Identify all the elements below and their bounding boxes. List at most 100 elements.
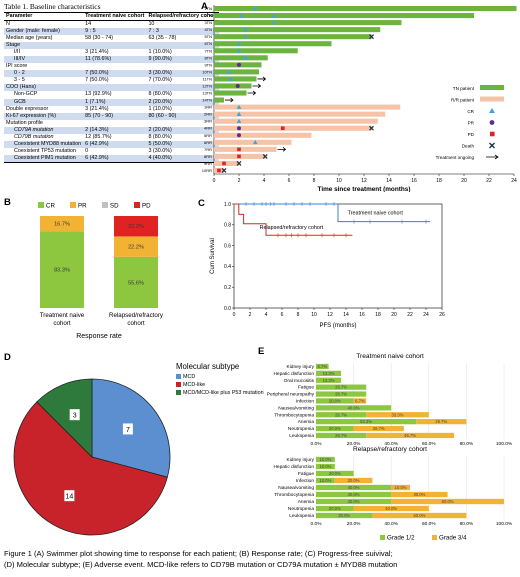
patient-bar [214,69,259,75]
row-value: 7 : 3 [146,28,220,36]
table-row: Ki-67 expression (%) 85 (70 - 90) 80 (60 -… [4,112,220,120]
stacked-bar-segment [114,216,158,237]
row-value: 9 : 5 [83,28,147,36]
grade12-bar [316,463,335,470]
row-value: 14 [85,21,92,27]
legend-swatch [176,390,181,395]
cr-marker [236,41,242,46]
row-value: 2 (20.0%) [146,98,220,106]
pr-marker [235,83,240,88]
patient-bar [214,83,252,89]
row-value: 10 [148,21,155,27]
table-row: CD79B mutation 12 (85.7%) 8 (80.0%) [4,134,219,141]
legend-death-icon [489,142,495,149]
bar-value-label: 26.7% [373,426,385,431]
row-label: GCB [4,98,84,106]
cr-marker [226,69,232,74]
cr-marker [242,55,248,60]
slice-value-box [64,490,75,502]
bar-value-label: 40.0% [385,506,397,511]
pr-marker [237,133,241,138]
legend-swatch [134,202,140,208]
grade34-bar [372,512,467,519]
row-value: 58 (30 - 74) [85,35,113,42]
x-tick-label: 40.0% [384,521,398,527]
row-label: Coexistent MYD88 mutation [4,140,84,148]
x-tick-label: 22 [407,312,413,318]
row-value: 3 (21.4%) [85,105,109,112]
legend-label: MCD-like [183,382,205,388]
grade34-bar [391,498,504,505]
grade12-bar [316,498,392,505]
table-row: Median age (years) 58 (30 - 74) 63 (35 - 7… [4,35,219,42]
table-row: IPI score [4,63,219,70]
caption-line-1: Figure 1 (A) Swimmer plot showing time t… [4,549,393,558]
x-tick-label: 22 [486,178,492,184]
pie-slice [36,378,93,458]
patient-bar [214,90,247,96]
grade12-bar [316,391,367,397]
section-title: Treatment naive cohort [356,353,424,360]
row-label: Stage [4,42,84,50]
category-label: Oral mucositis [284,378,315,384]
x-tick-label: 24 [511,178,517,184]
bar-value-label: 20.0% [329,471,341,476]
patient-label: 7TN [204,48,212,53]
ongoing-arrow [247,90,257,96]
legend-label: Death [462,143,475,148]
bar-value-label: 26.7% [335,412,347,417]
legend-label: MCD [183,374,195,380]
slice-value-label: 14 [65,494,73,501]
x-tick-label: 18 [375,312,381,318]
x-tick-label: 8 [313,178,316,184]
slice-value-box [69,409,80,421]
legend-title: Molecular subtype [176,362,239,371]
bar-value-label: 40.0% [348,492,360,497]
bar-value-label: 13.3% [323,378,335,383]
patient-label: 3RR [204,119,212,124]
table-header-row: Parameter Treatment naive cohort Relapsed/… [4,12,220,21]
bar-value-label: 10.0% [319,464,331,469]
ongoing-arrow [257,76,267,82]
grade34-bar [353,505,429,512]
legend-label: PD [468,132,475,137]
grade12-bar [316,432,367,439]
grade12-bar [316,419,417,425]
table-header-cell: Relapsed/refractory cohort [146,12,220,21]
ongoing-arrow [252,83,262,89]
table-row: III/IV 11 (78.6%) 9 (90.0%) [4,56,220,64]
patient-label: 4RR [204,126,212,131]
legend-label: PD [142,203,151,210]
row-value: 1 (7.1%) [83,98,147,106]
legend-cr-icon [489,108,495,113]
category-label: Thrombocytopenia [274,412,314,418]
row-value: 80 (60 - 90) [146,112,220,120]
x-tick-label: 10 [336,178,342,184]
patient-bar [214,5,517,12]
y-tick-label: 0.0 [224,306,231,312]
y-tick-label: 0.8 [224,223,231,229]
series-label: Relapsed/refractory cohort [260,225,324,231]
bar-value-label: 33.3% [392,412,404,417]
pd-marker [237,147,241,152]
row-label: CD79B mutation [14,133,54,140]
bar-value-label: 20.0% [329,398,341,403]
bar-value-label: 26.7% [335,433,347,438]
x-axis-title: Time since treatment (months) [318,186,411,192]
bar-value-label: 22.2% [128,224,144,230]
category-label: Hepatic disfunction [273,464,314,470]
patient-label: 13TN [202,91,212,96]
x-tick-label: 20.0% [347,441,361,447]
x-tick-label: 26 [439,312,445,318]
row-label: Mutation profile [6,119,43,126]
row-label: Non-GCP [14,91,38,98]
panel-c-label: C [198,198,205,209]
row-value [83,120,146,127]
table-row: Coexistent PIM1 mutation 6 (42.9%) 4 (40.0… [4,154,220,163]
table-row: COO (Hans) [4,84,220,92]
ongoing-arrow [225,97,234,103]
y-tick-label: 0.2 [224,285,231,291]
patient-bar [214,111,386,117]
